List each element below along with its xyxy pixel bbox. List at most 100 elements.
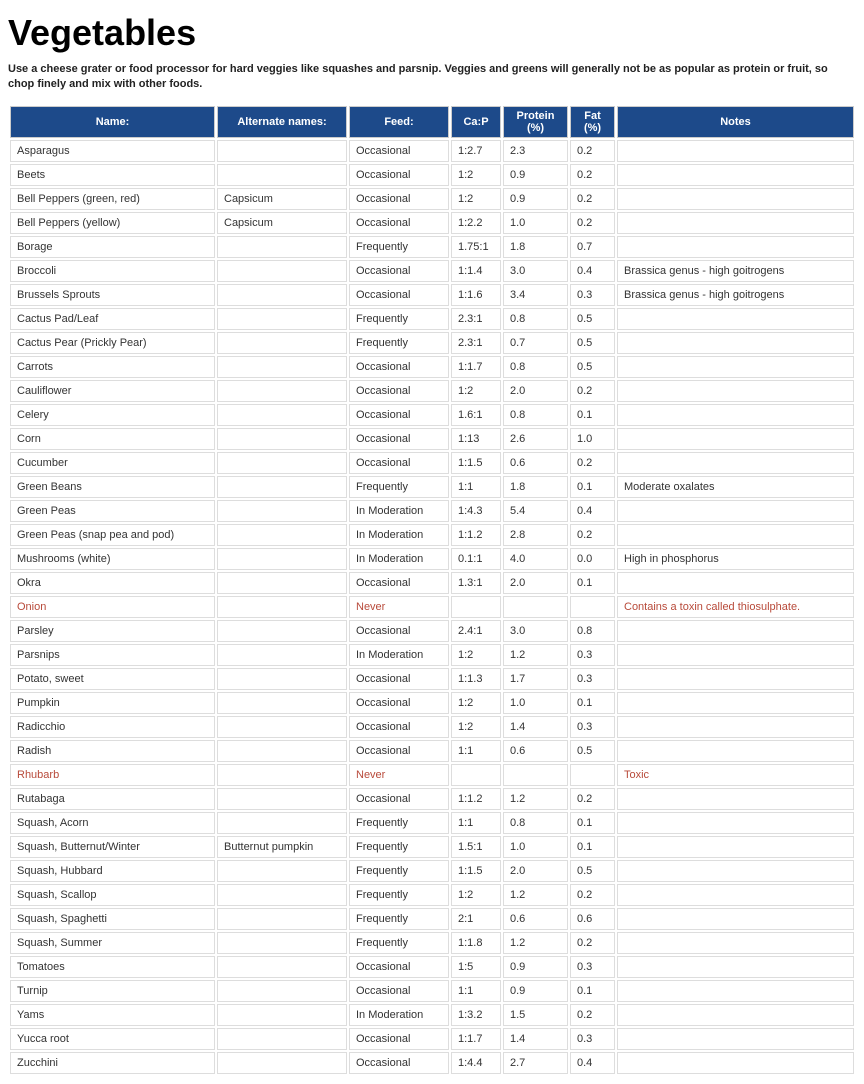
table-row: Squash, ScallopFrequently1:21.20.2 xyxy=(10,884,854,906)
cell-notes xyxy=(617,1028,854,1050)
cell-fat: 0.3 xyxy=(570,668,615,690)
cell-name: Celery xyxy=(10,404,215,426)
cell-fat: 0.2 xyxy=(570,788,615,810)
cell-alt xyxy=(217,1004,347,1026)
cell-fat: 0.3 xyxy=(570,644,615,666)
cell-feed: Occasional xyxy=(349,716,449,738)
cell-feed: Occasional xyxy=(349,980,449,1002)
cell-fat: 0.3 xyxy=(570,956,615,978)
cell-alt xyxy=(217,764,347,786)
cell-name: Squash, Butternut/Winter xyxy=(10,836,215,858)
col-protein: Protein (%) xyxy=(503,106,568,138)
cell-alt: Capsicum xyxy=(217,212,347,234)
cell-protein: 3.0 xyxy=(503,260,568,282)
cell-name: Squash, Acorn xyxy=(10,812,215,834)
cell-protein: 2.0 xyxy=(503,572,568,594)
cell-fat: 0.5 xyxy=(570,332,615,354)
cell-feed: Never xyxy=(349,764,449,786)
table-row: RutabagaOccasional1:1.21.20.2 xyxy=(10,788,854,810)
cell-protein: 0.9 xyxy=(503,188,568,210)
table-row: Green PeasIn Moderation1:4.35.40.4 xyxy=(10,500,854,522)
table-row: CeleryOccasional1.6:10.80.1 xyxy=(10,404,854,426)
cell-feed: Occasional xyxy=(349,692,449,714)
cell-fat: 0.5 xyxy=(570,356,615,378)
cell-notes xyxy=(617,140,854,162)
cell-feed: Occasional xyxy=(349,1052,449,1074)
cell-fat: 0.0 xyxy=(570,548,615,570)
cell-notes xyxy=(617,164,854,186)
cell-protein: 0.9 xyxy=(503,956,568,978)
col-fat: Fat (%) xyxy=(570,106,615,138)
cell-feed: Occasional xyxy=(349,356,449,378)
cell-protein: 2.0 xyxy=(503,380,568,402)
cell-protein: 0.7 xyxy=(503,332,568,354)
cell-protein: 4.0 xyxy=(503,548,568,570)
cell-fat: 0.5 xyxy=(570,740,615,762)
table-row: Green Peas (snap pea and pod)In Moderati… xyxy=(10,524,854,546)
cell-name: Green Beans xyxy=(10,476,215,498)
cell-feed: Occasional xyxy=(349,740,449,762)
cell-fat: 0.5 xyxy=(570,860,615,882)
cell-protein: 1.2 xyxy=(503,932,568,954)
cell-notes xyxy=(617,668,854,690)
cell-notes xyxy=(617,428,854,450)
cell-alt xyxy=(217,140,347,162)
cell-cap: 0.1:1 xyxy=(451,548,501,570)
table-row: Squash, Butternut/WinterButternut pumpki… xyxy=(10,836,854,858)
cell-cap: 1:1 xyxy=(451,476,501,498)
cell-feed: Occasional xyxy=(349,164,449,186)
table-row: Potato, sweetOccasional1:1.31.70.3 xyxy=(10,668,854,690)
cell-cap: 1:2 xyxy=(451,380,501,402)
cell-protein: 1.4 xyxy=(503,1028,568,1050)
cell-name: Green Peas xyxy=(10,500,215,522)
cell-name: Potato, sweet xyxy=(10,668,215,690)
cell-notes xyxy=(617,308,854,330)
cell-name: Cactus Pad/Leaf xyxy=(10,308,215,330)
cell-notes xyxy=(617,1004,854,1026)
cell-notes xyxy=(617,716,854,738)
cell-feed: Occasional xyxy=(349,140,449,162)
cell-feed: Occasional xyxy=(349,380,449,402)
cell-cap: 1:2 xyxy=(451,644,501,666)
cell-feed: Never xyxy=(349,596,449,618)
cell-name: Rutabaga xyxy=(10,788,215,810)
cell-notes xyxy=(617,212,854,234)
cell-fat: 0.2 xyxy=(570,1004,615,1026)
cell-alt xyxy=(217,548,347,570)
table-row: OkraOccasional1.3:12.00.1 xyxy=(10,572,854,594)
cell-notes xyxy=(617,1052,854,1074)
cell-cap xyxy=(451,764,501,786)
cell-protein: 1.0 xyxy=(503,836,568,858)
cell-fat: 0.2 xyxy=(570,884,615,906)
cell-cap: 1:3.2 xyxy=(451,1004,501,1026)
cell-feed: Occasional xyxy=(349,572,449,594)
cell-alt xyxy=(217,716,347,738)
cell-cap: 1:1.4 xyxy=(451,260,501,282)
cell-feed: Occasional xyxy=(349,284,449,306)
cell-notes: High in phosphorus xyxy=(617,548,854,570)
table-row: Bell Peppers (yellow)CapsicumOccasional1… xyxy=(10,212,854,234)
table-row: BorageFrequently1.75:11.80.7 xyxy=(10,236,854,258)
cell-alt xyxy=(217,572,347,594)
cell-cap: 1:1.7 xyxy=(451,356,501,378)
cell-notes xyxy=(617,356,854,378)
cell-fat: 0.3 xyxy=(570,284,615,306)
cell-feed: Occasional xyxy=(349,260,449,282)
cell-fat: 0.1 xyxy=(570,572,615,594)
cell-notes: Moderate oxalates xyxy=(617,476,854,498)
cell-fat: 0.3 xyxy=(570,716,615,738)
cell-protein: 0.8 xyxy=(503,356,568,378)
table-row: CucumberOccasional1:1.50.60.2 xyxy=(10,452,854,474)
cell-fat: 0.4 xyxy=(570,500,615,522)
table-row: Brussels SproutsOccasional1:1.63.40.3Bra… xyxy=(10,284,854,306)
cell-cap: 1:1 xyxy=(451,740,501,762)
cell-fat: 0.6 xyxy=(570,908,615,930)
cell-notes xyxy=(617,500,854,522)
cell-alt xyxy=(217,740,347,762)
cell-cap: 1:1.2 xyxy=(451,788,501,810)
cell-cap: 1:4.3 xyxy=(451,500,501,522)
cell-feed: Frequently xyxy=(349,812,449,834)
table-row: Yucca rootOccasional1:1.71.40.3 xyxy=(10,1028,854,1050)
cell-alt xyxy=(217,620,347,642)
cell-feed: Frequently xyxy=(349,308,449,330)
